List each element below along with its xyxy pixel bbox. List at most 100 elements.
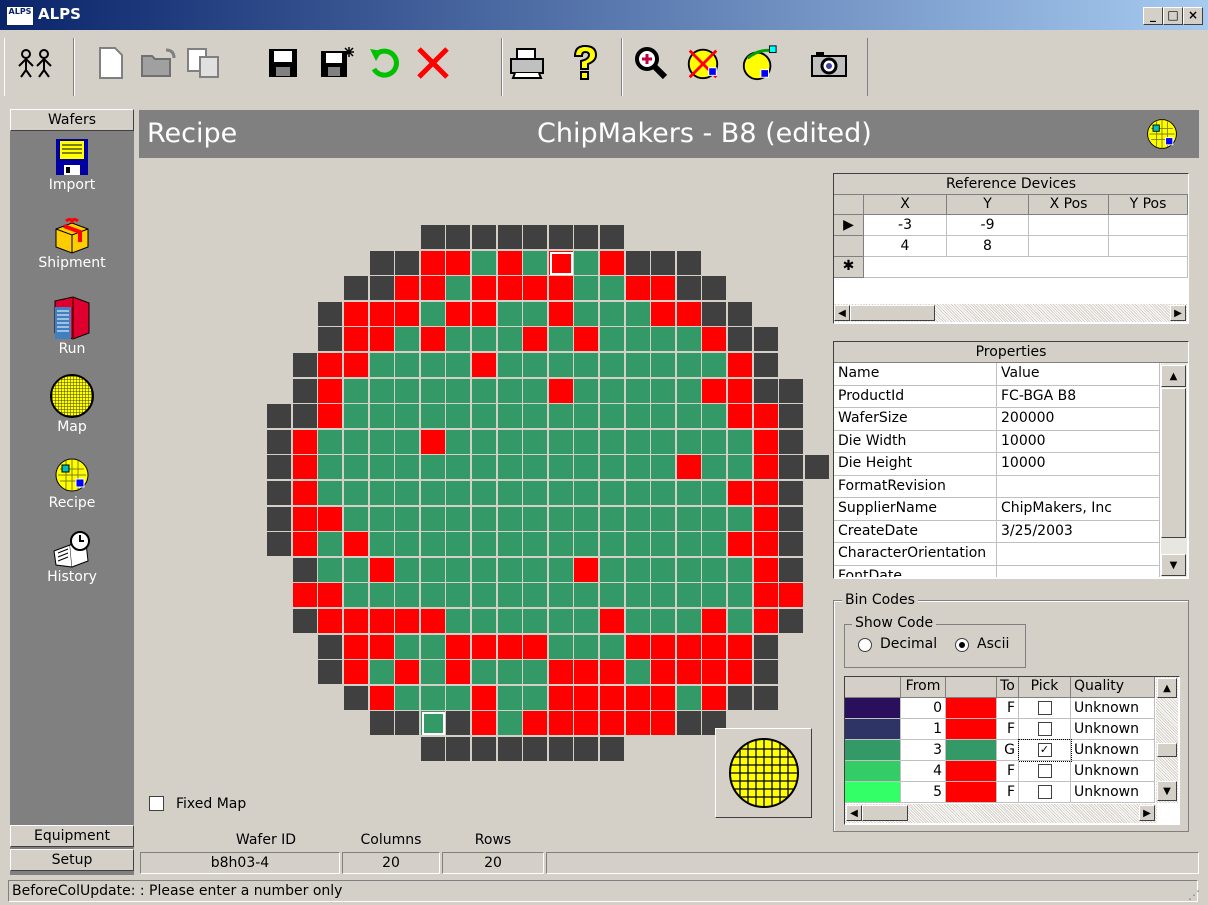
die-cell[interactable] xyxy=(651,685,677,711)
die-cell[interactable] xyxy=(651,455,677,481)
die-cell[interactable] xyxy=(548,250,574,276)
die-cell[interactable] xyxy=(497,225,523,250)
die-cell[interactable] xyxy=(600,225,625,250)
to-color-swatch[interactable] xyxy=(946,761,997,782)
die-cell[interactable] xyxy=(497,429,523,455)
die-cell[interactable] xyxy=(651,609,677,634)
die-cell[interactable] xyxy=(344,429,369,455)
die-cell[interactable] xyxy=(318,609,344,634)
die-cell[interactable] xyxy=(523,634,549,660)
pick-checkbox[interactable] xyxy=(1019,698,1071,719)
property-value[interactable]: 3/25/2003 xyxy=(997,520,1160,543)
quality-cell[interactable]: Unknown xyxy=(1071,719,1155,740)
die-cell[interactable] xyxy=(369,634,395,660)
die-cell[interactable] xyxy=(625,250,651,276)
die-cell[interactable] xyxy=(523,250,549,276)
die-cell[interactable] xyxy=(625,506,651,532)
die-cell[interactable] xyxy=(753,609,779,634)
to-code[interactable]: F xyxy=(997,719,1019,740)
die-cell[interactable] xyxy=(523,404,549,430)
sidebar-item-import[interactable]: Import xyxy=(10,137,134,193)
die-cell[interactable] xyxy=(523,225,549,250)
die-cell[interactable] xyxy=(753,685,779,711)
die-cell[interactable] xyxy=(369,455,395,481)
die-cell[interactable] xyxy=(753,660,779,686)
die-cell[interactable] xyxy=(369,276,395,302)
die-cell[interactable] xyxy=(523,353,549,378)
wafer-clear-icon[interactable] xyxy=(684,44,722,82)
die-cell[interactable] xyxy=(420,557,446,583)
die-cell[interactable] xyxy=(267,481,293,506)
die-cell[interactable] xyxy=(548,506,574,532)
die-cell[interactable] xyxy=(753,378,779,404)
copy-icon[interactable] xyxy=(186,44,224,82)
die-cell[interactable] xyxy=(472,301,497,327)
die-cell[interactable] xyxy=(676,532,702,558)
die-cell[interactable] xyxy=(472,660,497,686)
die-cell[interactable] xyxy=(600,609,625,634)
to-color-swatch[interactable] xyxy=(946,782,997,803)
from-color-swatch[interactable] xyxy=(845,740,901,761)
die-cell[interactable] xyxy=(600,353,625,378)
die-cell[interactable] xyxy=(728,481,753,506)
pick-checkbox[interactable] xyxy=(1019,782,1071,803)
die-cell[interactable] xyxy=(523,660,549,686)
die-cell[interactable] xyxy=(600,404,625,430)
die-cell[interactable] xyxy=(523,327,549,353)
property-value[interactable]: ChipMakers, Inc xyxy=(997,498,1160,521)
die-cell[interactable] xyxy=(420,276,446,302)
table-cell[interactable] xyxy=(1109,215,1188,236)
die-cell[interactable] xyxy=(728,583,753,609)
die-cell[interactable] xyxy=(472,583,497,609)
die-cell[interactable] xyxy=(676,557,702,583)
die-cell[interactable] xyxy=(472,429,497,455)
die-cell[interactable] xyxy=(548,404,574,430)
die-cell[interactable] xyxy=(523,506,549,532)
die-cell[interactable] xyxy=(395,276,421,302)
die-cell[interactable] xyxy=(548,583,574,609)
die-cell[interactable] xyxy=(753,634,779,660)
scroll-up-button[interactable]: ▲ xyxy=(1161,365,1186,387)
scrollbar-thumb[interactable] xyxy=(862,805,908,821)
die-cell[interactable] xyxy=(523,276,549,302)
die-cell[interactable] xyxy=(625,557,651,583)
die-cell[interactable] xyxy=(497,327,523,353)
die-cell[interactable] xyxy=(676,583,702,609)
die-cell[interactable] xyxy=(753,481,779,506)
die-cell[interactable] xyxy=(446,455,472,481)
die-cell[interactable] xyxy=(600,737,625,762)
die-cell[interactable] xyxy=(574,532,600,558)
die-cell[interactable] xyxy=(497,634,523,660)
die-cell[interactable] xyxy=(625,660,651,686)
die-cell[interactable] xyxy=(702,557,728,583)
die-cell[interactable] xyxy=(472,481,497,506)
die-cell[interactable] xyxy=(344,583,369,609)
undo-icon[interactable] xyxy=(366,44,404,82)
die-cell[interactable] xyxy=(420,506,446,532)
die-cell[interactable] xyxy=(446,301,472,327)
minimize-button[interactable]: _ xyxy=(1143,7,1163,25)
die-cell[interactable] xyxy=(676,301,702,327)
horizontal-scrollbar[interactable] xyxy=(845,804,1157,823)
die-cell[interactable] xyxy=(395,685,421,711)
die-cell[interactable] xyxy=(318,583,344,609)
die-cell[interactable] xyxy=(318,455,344,481)
die-cell[interactable] xyxy=(600,327,625,353)
die-cell[interactable] xyxy=(702,634,728,660)
die-cell[interactable] xyxy=(267,429,293,455)
die-cell[interactable] xyxy=(344,353,369,378)
vertical-scrollbar[interactable] xyxy=(1156,677,1178,803)
fixed-map-checkbox[interactable] xyxy=(149,796,169,816)
die-cell[interactable] xyxy=(779,583,805,609)
scroll-down-button[interactable]: ▼ xyxy=(1157,781,1177,801)
die-cell[interactable] xyxy=(446,481,472,506)
die-cell[interactable] xyxy=(420,301,446,327)
die-cell[interactable] xyxy=(574,429,600,455)
die-cell[interactable] xyxy=(574,609,600,634)
die-cell[interactable] xyxy=(395,429,421,455)
die-cell[interactable] xyxy=(574,481,600,506)
die-cell[interactable] xyxy=(548,327,574,353)
die-cell[interactable] xyxy=(779,404,805,430)
die-cell[interactable] xyxy=(292,609,318,634)
die-cell[interactable] xyxy=(651,429,677,455)
